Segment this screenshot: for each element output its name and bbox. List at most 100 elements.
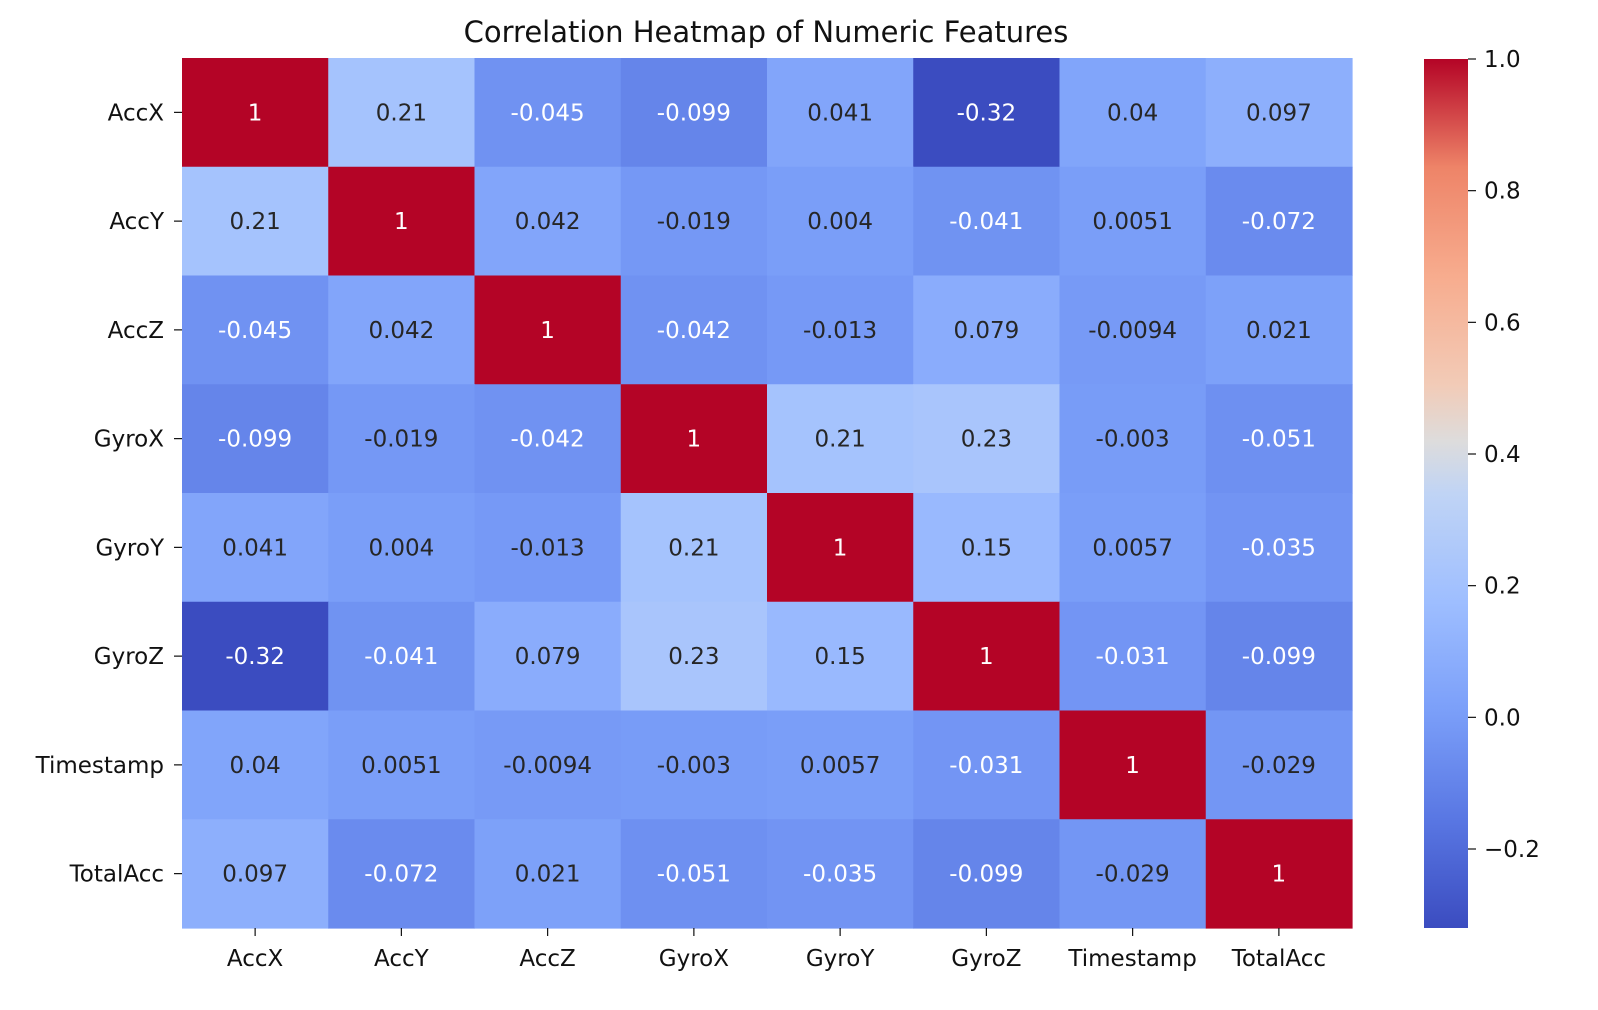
heatmap-cell	[1205, 166, 1353, 277]
x-tick-label: AccY	[374, 946, 430, 972]
cell-value-label: 0.079	[515, 644, 581, 670]
heatmap-cell	[767, 58, 914, 168]
heatmap-cell	[767, 601, 914, 712]
x-tick-label: Timestamp	[1067, 946, 1196, 972]
cell-value-label: 0.097	[222, 862, 288, 888]
x-axis-ticks: AccX AccY AccZ GyroX GyroY GyroZ Timestamp Tota…	[227, 928, 1326, 972]
heatmap-cell	[328, 493, 476, 603]
heatmap-cell	[182, 601, 329, 712]
cell-value-label: -0.013	[511, 535, 585, 561]
x-tick-label: GyroX	[659, 946, 729, 972]
cell-value-label: 0.15	[961, 535, 1012, 561]
cell-value-label: -0.042	[511, 427, 585, 453]
heatmap-cell	[182, 819, 329, 929]
x-tick-label: AccZ	[519, 946, 575, 972]
heatmap-cell	[620, 819, 768, 929]
y-tick-label: AccY	[109, 209, 165, 235]
cell-value-label: -0.019	[657, 209, 731, 235]
heatmap-cell	[1059, 493, 1207, 603]
heatmap-cell	[182, 493, 329, 603]
heatmap-cell	[767, 819, 914, 929]
heatmap-cell	[620, 493, 768, 603]
heatmap-cell	[913, 275, 1061, 385]
heatmap-cell	[767, 493, 914, 603]
heatmap-cell	[474, 384, 622, 494]
cell-value-label: -0.035	[1242, 535, 1316, 561]
cell-value-label: -0.045	[511, 100, 585, 126]
colorbar-tick-label: −0.2	[1484, 837, 1540, 863]
cell-value-label: -0.042	[657, 318, 731, 344]
cell-value-label: 0.0057	[1092, 535, 1172, 561]
cell-value-label: 0.004	[368, 535, 434, 561]
cell-value-label: 1	[394, 209, 409, 235]
heatmap-cell	[328, 601, 476, 712]
cell-value-label: -0.099	[657, 100, 731, 126]
heatmap-cell	[182, 275, 329, 385]
heatmap-cell	[620, 601, 768, 712]
cell-value-label: -0.072	[1242, 209, 1316, 235]
heatmap-cell	[328, 275, 476, 385]
heatmap-cell	[1059, 275, 1207, 385]
colorbar-tick-label: 0.0	[1484, 705, 1521, 731]
y-tick-label: GyroX	[94, 427, 164, 453]
cell-value-label: 0.0057	[800, 753, 880, 779]
heatmap-cell	[1059, 601, 1207, 712]
y-tick-label: Timestamp	[35, 753, 164, 779]
cell-value-label: 0.042	[368, 318, 434, 344]
cell-value-label: -0.019	[364, 427, 438, 453]
y-tick-label: GyroZ	[94, 644, 164, 670]
colorbar-tick-label: 0.4	[1484, 442, 1521, 468]
heatmap-cell	[1205, 58, 1353, 168]
cell-value-label: -0.013	[803, 318, 877, 344]
heatmap-cell	[1205, 601, 1353, 712]
heatmap-cell	[913, 710, 1061, 820]
cell-value-label: -0.051	[1242, 427, 1316, 453]
y-tick-label: AccZ	[108, 318, 164, 344]
cell-value-label: 0.04	[230, 753, 281, 779]
heatmap-cell	[474, 493, 622, 603]
cell-value-label: 0.23	[961, 427, 1012, 453]
heatmap-cell	[328, 58, 476, 168]
cell-value-label: 0.042	[515, 209, 581, 235]
cell-value-label: -0.031	[1096, 644, 1170, 670]
cell-value-label: 0.0051	[361, 753, 441, 779]
cell-value-label: 0.021	[1246, 318, 1312, 344]
heatmap-cell	[474, 166, 622, 277]
cell-value-label: 0.097	[1246, 100, 1312, 126]
heatmap-cell	[620, 166, 768, 277]
heatmap-cell	[1059, 710, 1207, 820]
cell-annotations: 1 0.21 -0.045 -0.099 0.041 -0.32 0.04 0.0970.21…	[218, 100, 1316, 887]
heatmap-cell	[328, 384, 476, 494]
heatmap-cell	[913, 166, 1061, 277]
heatmap-cell	[767, 275, 914, 385]
heatmap-cell	[474, 58, 622, 168]
heatmap-cell	[620, 58, 768, 168]
cell-value-label: -0.32	[957, 100, 1017, 126]
x-tick-label: AccX	[227, 946, 284, 972]
cell-value-label: -0.0094	[503, 753, 592, 779]
heatmap-cell	[1059, 166, 1207, 277]
cell-value-label: 1	[687, 427, 702, 453]
heatmap-cell	[767, 710, 914, 820]
colorbar-tick-label: 0.8	[1484, 179, 1521, 205]
cell-value-label: -0.003	[657, 753, 731, 779]
cell-value-label: 0.23	[668, 644, 719, 670]
cell-value-label: -0.099	[218, 427, 292, 453]
heatmap-cell	[1205, 710, 1353, 820]
cell-value-label: -0.099	[949, 862, 1023, 888]
cell-value-label: -0.045	[218, 318, 292, 344]
heatmap-cell	[913, 819, 1061, 929]
cell-value-label: 0.079	[953, 318, 1019, 344]
heatmap-cell	[767, 384, 914, 494]
cell-value-label: 1	[540, 318, 555, 344]
heatmap-cell	[620, 384, 768, 494]
cell-value-label: -0.035	[803, 862, 877, 888]
y-axis-ticks: AccX AccY AccZ GyroX GyroY GyroZ Timestamp Tota…	[35, 100, 182, 888]
heatmap-cell	[1205, 819, 1353, 929]
cell-value-label: -0.072	[364, 862, 438, 888]
heatmap-cell	[328, 819, 476, 929]
heatmap-cell	[182, 710, 329, 820]
colorbar-tick-label: 1.0	[1484, 47, 1521, 73]
heatmap-cell	[913, 384, 1061, 494]
